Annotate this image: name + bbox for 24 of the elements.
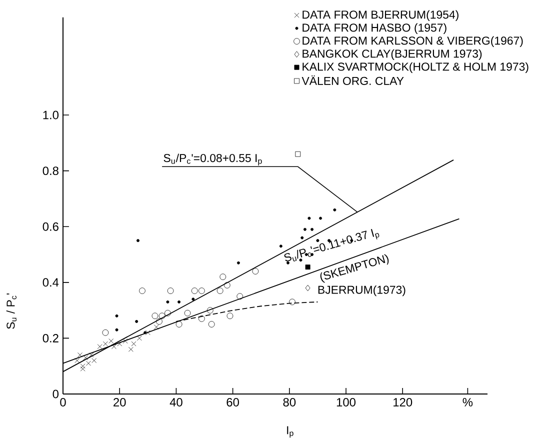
x-tick-label: % — [462, 398, 473, 406]
x-tick-label: 80 — [283, 398, 296, 406]
legend-label: DATA FROM HASBO (1957) — [302, 23, 446, 34]
legend-label: VÄLEN ORG. CLAY — [302, 75, 404, 86]
y-tick-label: 0.2 — [42, 334, 58, 342]
x-tick-label: 100 — [336, 398, 356, 406]
y-tick-label: 0 — [52, 390, 59, 398]
annotation: BJERRUM(1973) — [318, 285, 406, 296]
x-tick-label: 20 — [114, 398, 126, 406]
x-tick-label: 60 — [226, 398, 239, 406]
legend-label: BANGKOK CLAY(BJERRUM 1973) — [302, 49, 482, 60]
annotation: S$_{u}$/P$_{c}$'=0.08+0.55 I$_{p}$ — [164, 154, 262, 166]
y-axis-title: S$_{u}$ / P$_{c}$' — [6, 293, 17, 329]
y-tick-label: 1.0 — [43, 110, 59, 120]
legend-label: KALIX SVARTMOCK(HOLTZ & HOLM 1973) — [302, 62, 528, 73]
y-tick-label: 0.6 — [42, 222, 58, 231]
x-axis-title: I$_{p}$ — [287, 426, 294, 438]
y-tick-label: 0.4 — [42, 278, 59, 287]
y-tick-label: 0.8 — [42, 166, 58, 176]
legend-label: DATA FROM KARLSSON & VIBERG(1967) — [302, 36, 523, 47]
x-tick-label: 120 — [394, 398, 412, 406]
x-tick-label: 0 — [60, 398, 66, 406]
x-tick-label: 40 — [170, 398, 182, 406]
legend-label: DATA FROM BJERRUM(1954) — [302, 10, 458, 21]
